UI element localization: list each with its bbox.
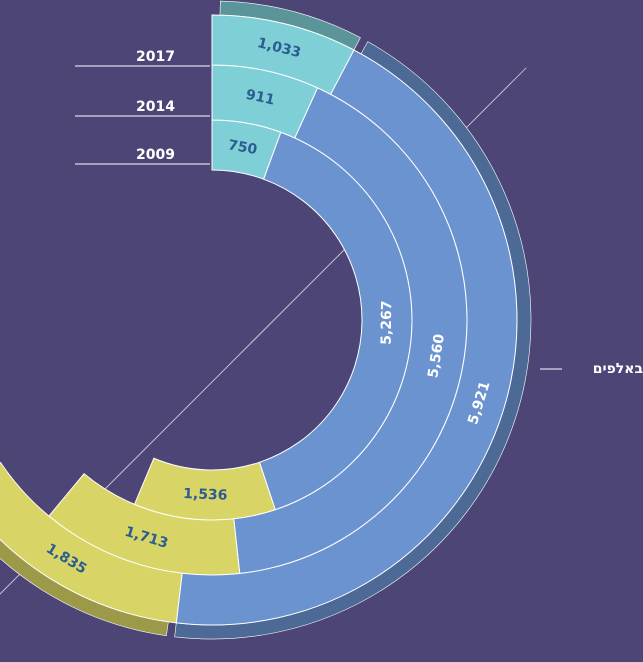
rings: 7505,2671,5369115,5601,7131,0335,9211,83… bbox=[0, 0, 532, 640]
segment bbox=[175, 49, 518, 626]
value-label: 5,560 bbox=[425, 333, 448, 380]
year-label: 2009 bbox=[136, 147, 175, 163]
unit-label: באלפים bbox=[593, 361, 643, 377]
spoke bbox=[212, 365, 229, 382]
value-label: 1,536 bbox=[183, 486, 228, 504]
value-label: 750 bbox=[227, 137, 259, 158]
year-label: 2014 bbox=[136, 99, 175, 115]
spoke bbox=[227, 318, 276, 367]
value-label: 911 bbox=[244, 87, 276, 109]
segment bbox=[0, 461, 183, 624]
value-label: 5,267 bbox=[379, 300, 396, 345]
year-label: 2017 bbox=[136, 49, 175, 65]
